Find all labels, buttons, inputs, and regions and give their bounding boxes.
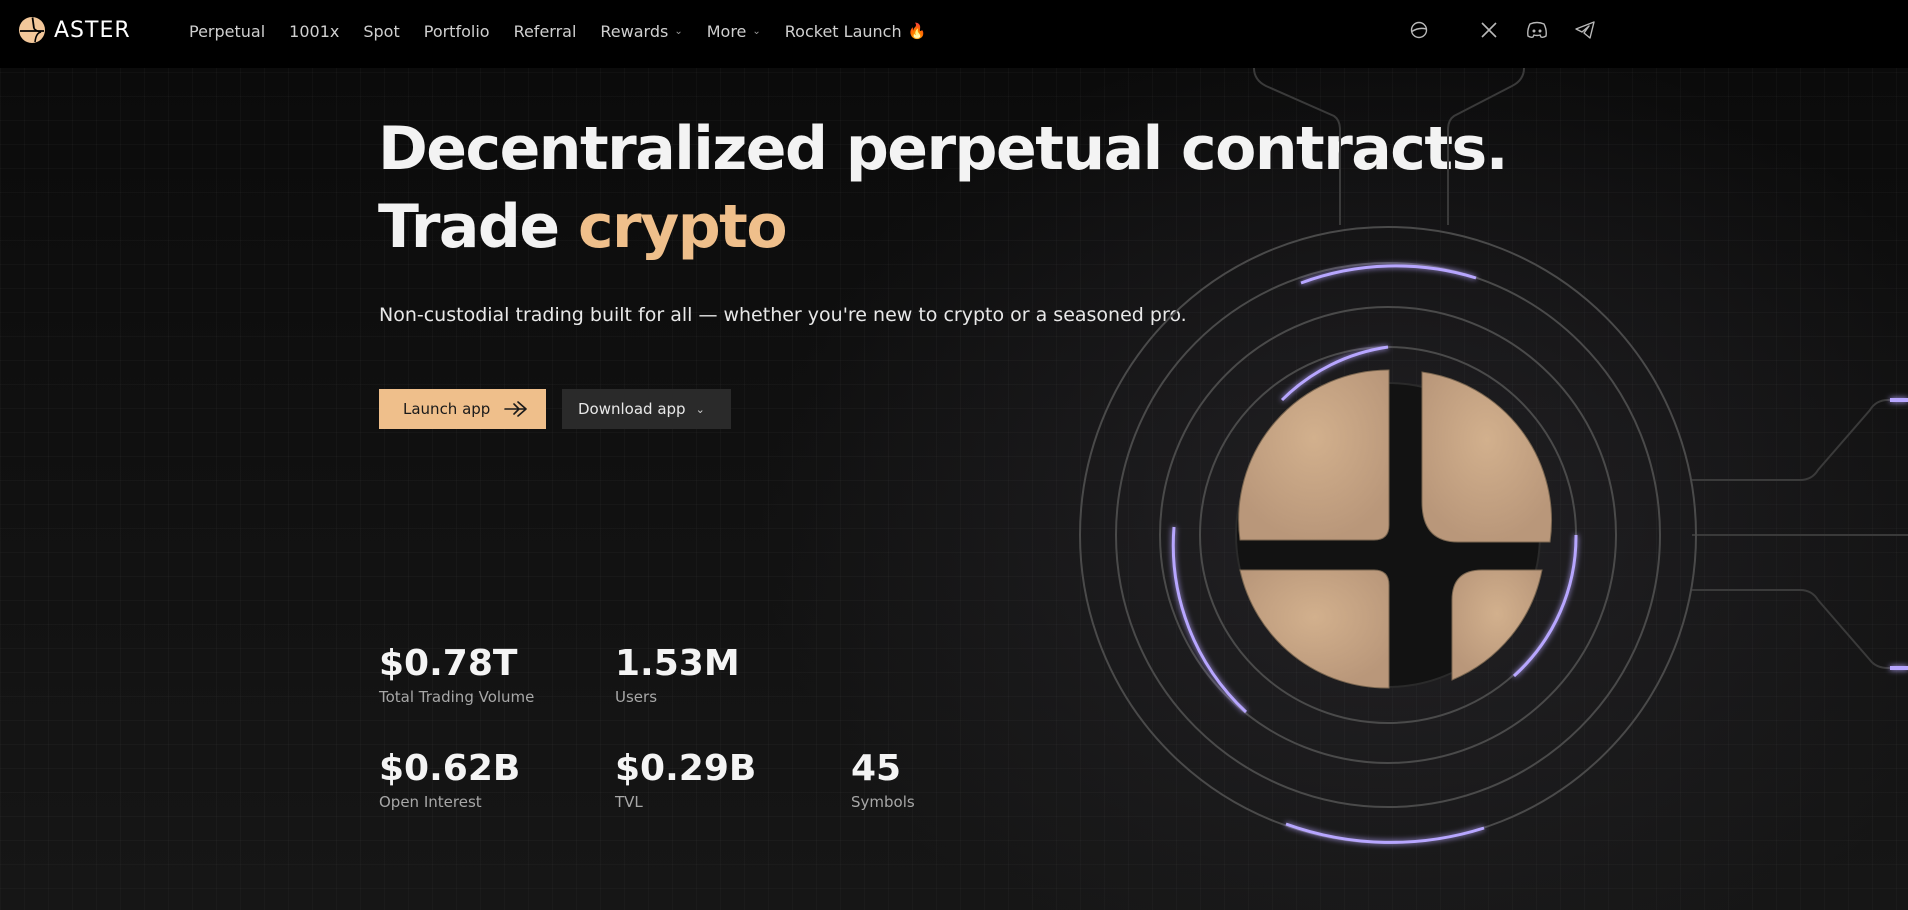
hero-title-accent: crypto	[577, 192, 788, 262]
nav-link-label: Referral	[513, 21, 577, 41]
nav-link-portfolio[interactable]: Portfolio	[424, 22, 490, 41]
stat-label: TVL	[615, 793, 643, 811]
stat-label: Open Interest	[379, 793, 482, 811]
nav-link-label: More	[706, 21, 747, 41]
nav-dropdown-more[interactable]: More ⌄	[707, 22, 761, 41]
stat-open-interest: $0.62B Open Interest	[379, 748, 521, 812]
stat-users: 1.53M Users	[615, 643, 740, 707]
chevron-down-icon: ⌄	[674, 25, 683, 37]
nav-link-perpetual[interactable]: Perpetual	[189, 22, 265, 41]
stat-label: Users	[615, 688, 658, 706]
stat-label: Symbols	[851, 793, 915, 811]
download-app-label: Download app	[578, 400, 686, 418]
language-icon[interactable]	[1408, 19, 1430, 41]
nav-link-label: Spot	[363, 21, 400, 41]
chevron-down-icon: ⌄	[695, 402, 705, 416]
hero-title-line2-prefix: Trade	[378, 192, 578, 262]
nav-link-spot[interactable]: Spot	[363, 22, 399, 41]
brand-logo[interactable]: ASTER	[18, 16, 131, 44]
nav-link-label: Rocket Launch	[784, 21, 902, 41]
telegram-icon[interactable]	[1574, 19, 1596, 41]
chevron-down-icon: ⌄	[752, 25, 761, 37]
stat-value: $0.62B	[379, 748, 521, 789]
stat-label: Total Trading Volume	[379, 688, 535, 706]
nav-link-label: Portfolio	[423, 21, 490, 41]
stat-symbols: 45 Symbols	[851, 748, 915, 812]
hero-title: Decentralized perpetual contracts. Trade…	[378, 110, 1509, 266]
nav-link-rocket-launch[interactable]: Rocket Launch 🔥	[785, 22, 927, 41]
hero-title-line1: Decentralized perpetual contracts.	[378, 114, 1509, 184]
brand-name: ASTER	[54, 17, 131, 43]
stat-value: $0.78T	[379, 643, 518, 684]
nav-links: Perpetual 1001x Spot Portfolio Referral …	[189, 0, 926, 62]
hero-subtitle: Non-custodial trading built for all — wh…	[379, 304, 1187, 326]
double-arrow-right-icon	[504, 401, 528, 417]
stat-value: $0.29B	[615, 748, 757, 789]
download-app-button[interactable]: Download app ⌄	[562, 389, 731, 429]
hero-emblem-art	[1079, 0, 1908, 844]
stat-value: 45	[851, 748, 902, 789]
stat-total-trading-volume: $0.78T Total Trading Volume	[379, 643, 535, 707]
flame-icon: 🔥	[907, 22, 927, 40]
stat-value: 1.53M	[615, 643, 740, 684]
launch-app-button[interactable]: Launch app	[379, 389, 546, 429]
launch-app-label: Launch app	[403, 400, 491, 418]
stat-tvl: $0.29B TVL	[615, 748, 757, 812]
nav-link-1001x[interactable]: 1001x	[289, 22, 339, 41]
nav-link-referral[interactable]: Referral	[514, 22, 577, 41]
aster-logo-icon	[19, 17, 45, 43]
x-twitter-icon[interactable]	[1478, 19, 1500, 41]
nav-dropdown-rewards[interactable]: Rewards ⌄	[600, 22, 682, 41]
nav-link-label: 1001x	[289, 21, 340, 41]
nav-link-label: Perpetual	[189, 21, 266, 41]
top-navbar: ASTER Perpetual 1001x Spot Portfolio Ref…	[0, 0, 1908, 68]
nav-link-label: Rewards	[600, 21, 669, 41]
discord-icon[interactable]	[1526, 19, 1548, 41]
